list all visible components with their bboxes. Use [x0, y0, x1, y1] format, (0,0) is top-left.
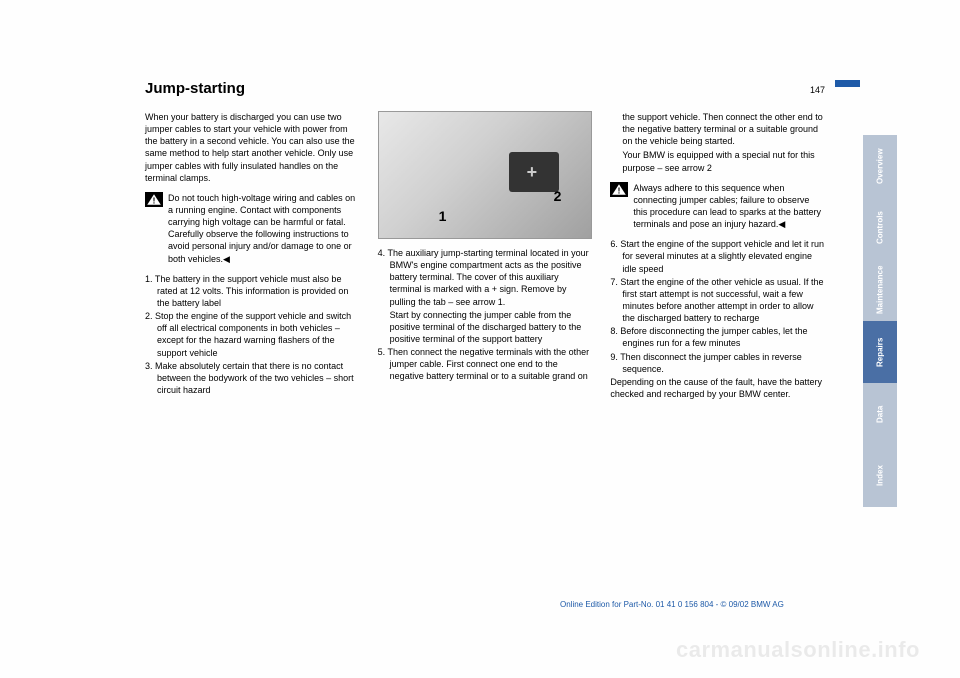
steps-list-2: 4. The auxiliary jump-starting terminal … — [378, 247, 593, 383]
step-2: 2. Stop the engine of the support vehicl… — [145, 310, 360, 359]
header-blue-bar — [835, 80, 860, 87]
diagram-arrow-1: 1 — [439, 207, 447, 226]
step-4b: Start by connecting the jumper cable fro… — [378, 309, 593, 345]
intro-paragraph: When your battery is discharged you can … — [145, 111, 360, 184]
tab-overview[interactable]: Overview — [863, 135, 897, 197]
step-5: 5. Then connect the negative terminals w… — [378, 346, 593, 382]
warning-text: Do not touch high-voltage wiring and cab… — [168, 192, 360, 265]
header-row: Jump-starting 147 — [145, 80, 825, 97]
svg-text:!: ! — [153, 196, 156, 205]
steps-list-1: 1. The battery in the support vehicle mu… — [145, 273, 360, 396]
step-7: 7. Start the engine of the other vehicle… — [610, 276, 825, 325]
engine-diagram: 1 2 — [378, 111, 593, 239]
tab-maintenance[interactable]: Maintenance — [863, 259, 897, 321]
column-2: 1 2 4. The auxiliary jump-starting termi… — [378, 111, 593, 408]
step-5c: Your BMW is equipped with a special nut … — [610, 149, 825, 173]
column-1: When your battery is discharged you can … — [145, 111, 360, 408]
svg-text:!: ! — [618, 186, 621, 195]
tab-data[interactable]: Data — [863, 383, 897, 445]
warning-icon: ! — [145, 192, 163, 207]
step-8: 8. Before disconnecting the jumper cable… — [610, 325, 825, 349]
side-tabs: Overview Controls Maintenance Repairs Da… — [863, 135, 897, 507]
tab-controls[interactable]: Controls — [863, 197, 897, 259]
warning-icon: ! — [610, 182, 628, 197]
warning-text-2: Always adhere to this sequence when conn… — [633, 182, 825, 231]
steps-list-3: 6. Start the engine of the support vehic… — [610, 238, 825, 375]
step-3: 3. Make absolutely certain that there is… — [145, 360, 360, 396]
step-9: 9. Then disconnect the jumper cables in … — [610, 351, 825, 375]
page-content: Jump-starting 147 When your battery is d… — [145, 80, 825, 408]
tab-index[interactable]: Index — [863, 445, 897, 507]
text-columns: When your battery is discharged you can … — [145, 111, 825, 408]
tab-repairs[interactable]: Repairs — [863, 321, 897, 383]
page-number: 147 — [810, 85, 825, 95]
column-3: the support vehicle. Then connect the ot… — [610, 111, 825, 408]
warning-block: ! Do not touch high-voltage wiring and c… — [145, 192, 360, 265]
footer-text: Online Edition for Part-No. 01 41 0 156 … — [560, 600, 784, 609]
step-5b: the support vehicle. Then connect the ot… — [610, 111, 825, 147]
warning-block-2: ! Always adhere to this sequence when co… — [610, 182, 825, 231]
step-6: 6. Start the engine of the support vehic… — [610, 238, 825, 274]
watermark: carmanualsonline.info — [676, 637, 920, 663]
outro-paragraph: Depending on the cause of the fault, hav… — [610, 376, 825, 400]
step-1: 1. The battery in the support vehicle mu… — [145, 273, 360, 309]
diagram-arrow-2: 2 — [554, 187, 562, 206]
step-4: 4. The auxiliary jump-starting terminal … — [378, 247, 593, 308]
page-title: Jump-starting — [145, 80, 245, 97]
